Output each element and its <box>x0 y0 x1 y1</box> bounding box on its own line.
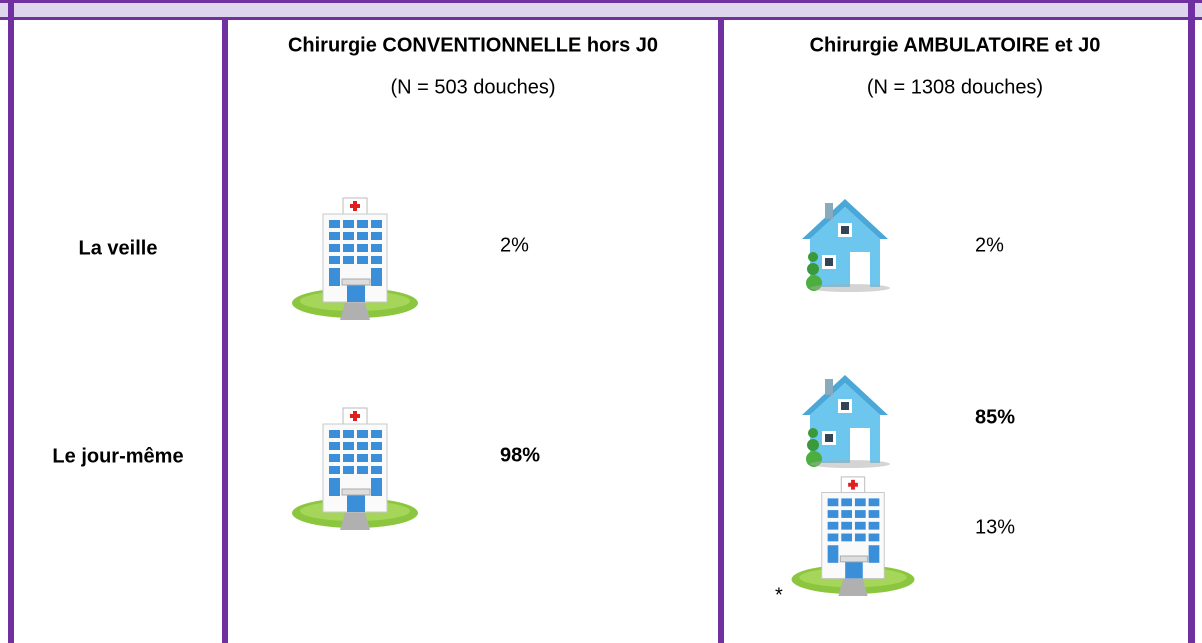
percentage: 85% <box>975 406 1015 428</box>
hospital-icon <box>291 407 419 530</box>
percentage: 2% <box>975 234 1004 256</box>
house-icon <box>802 375 890 468</box>
percentage: 98% <box>500 444 540 466</box>
percentage: 13% <box>975 516 1015 538</box>
border <box>222 17 228 643</box>
column-subtitle: (N = 1308 douches) <box>867 76 1043 98</box>
row-label: La veille <box>79 237 158 259</box>
hospital-icon <box>791 476 915 596</box>
hospital-icon <box>291 197 419 320</box>
note-marker: * <box>775 584 783 606</box>
house-icon <box>802 199 890 292</box>
border <box>8 0 14 643</box>
top-band <box>0 0 1202 17</box>
border <box>0 17 1202 20</box>
border <box>718 17 724 643</box>
row-label: Le jour-même <box>52 445 183 467</box>
border <box>1188 0 1195 643</box>
border <box>0 0 1202 3</box>
column-title: Chirurgie CONVENTIONNELLE hors J0 <box>288 34 658 56</box>
column-title: Chirurgie AMBULATOIRE et J0 <box>810 34 1101 56</box>
percentage: 2% <box>500 234 529 256</box>
column-subtitle: (N = 503 douches) <box>390 76 555 98</box>
